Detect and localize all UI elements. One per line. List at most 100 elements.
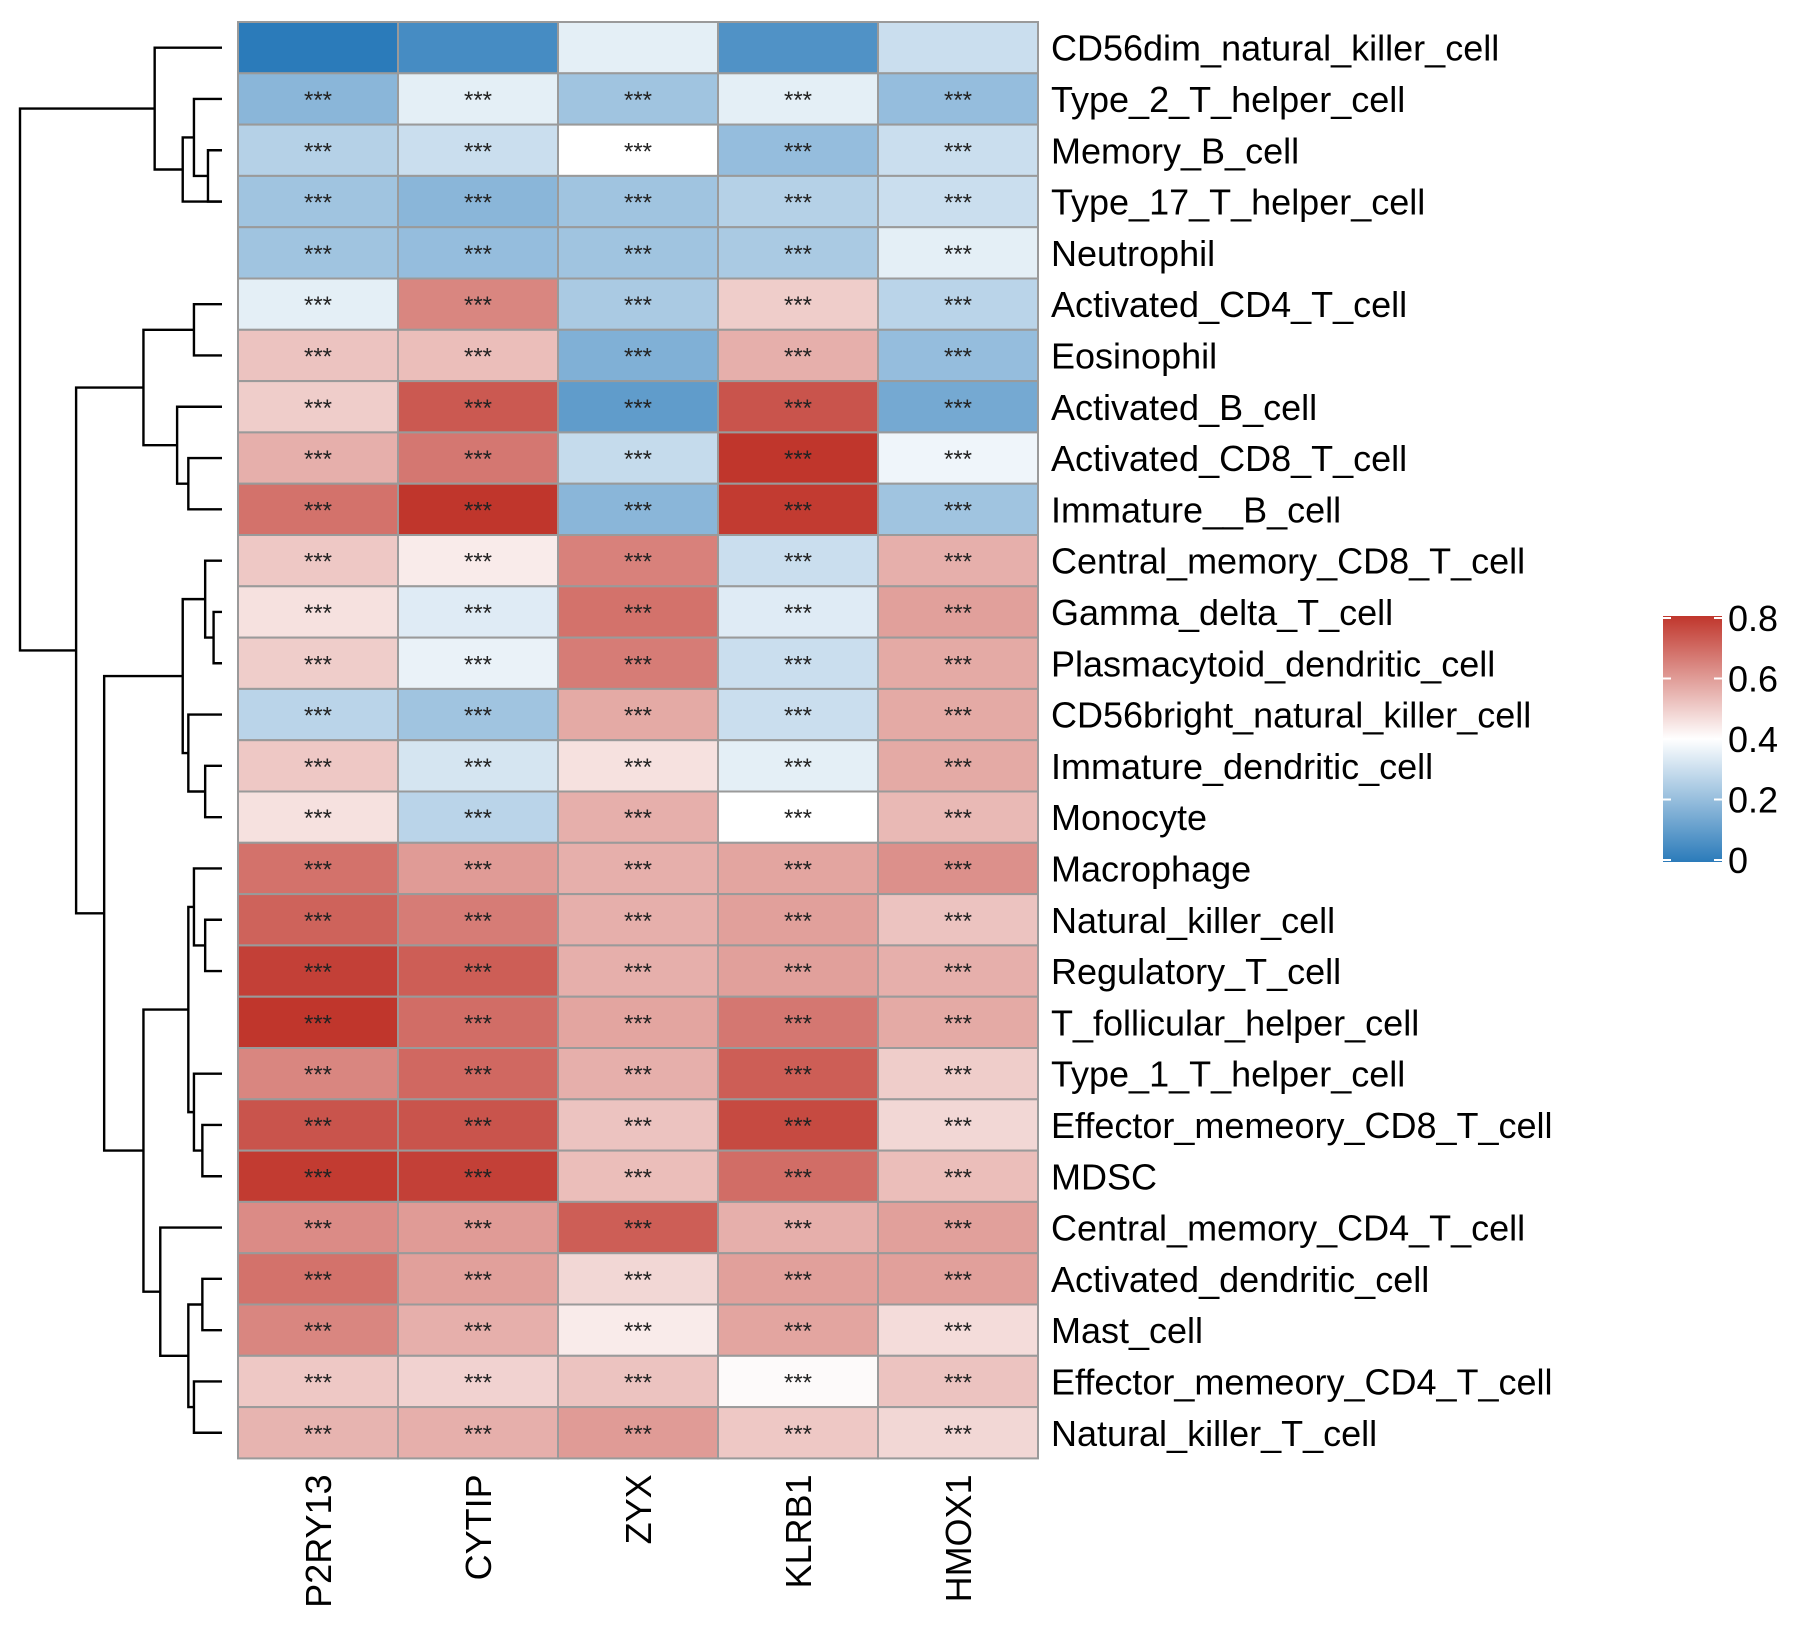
heatmap-cell [397, 1149, 559, 1203]
significance-label: *** [784, 959, 812, 986]
heatmap-cell [557, 431, 719, 485]
heatmap-cell [557, 1200, 719, 1255]
significance-label: *** [304, 497, 332, 524]
dendrogram-branch [181, 136, 222, 203]
row-label: Regulatory_T_cell [1051, 951, 1341, 992]
heatmap-cell [237, 431, 399, 485]
row-label: Plasmacytoid_dendritic_cell [1051, 643, 1495, 684]
significance-label: *** [464, 1062, 492, 1089]
significance-label: *** [784, 1062, 812, 1089]
heatmap-cell [877, 380, 1039, 434]
heatmap-cell [237, 1047, 399, 1101]
heatmap-cell [397, 21, 559, 75]
heatmap-cell [557, 21, 719, 75]
heatmap-cell [237, 380, 399, 434]
significance-label: *** [464, 343, 492, 370]
heatmap-cell [877, 328, 1039, 383]
row-label: Gamma_delta_T_cell [1051, 592, 1393, 633]
heatmap-cell [557, 687, 719, 742]
heatmap-cell [557, 226, 719, 280]
significance-label: *** [624, 138, 652, 165]
significance-label: *** [464, 1113, 492, 1140]
significance-label: *** [784, 549, 812, 576]
heatmap-cell [557, 1406, 719, 1460]
significance-label: *** [464, 292, 492, 319]
significance-label: *** [784, 600, 812, 627]
dendrogram-branch [201, 1123, 222, 1178]
significance-label: *** [464, 1164, 492, 1191]
significance-label: *** [304, 1318, 332, 1345]
legend-tick-label: 0.2 [1728, 780, 1778, 821]
color-legend: 0 0.2 0.4 0.6 0.8 [1663, 598, 1778, 881]
column-labels: P2RY13 CYTIP ZYX KLRB1 HMOX1 [298, 1474, 979, 1607]
row-label: Type_2_T_helper_cell [1051, 79, 1405, 120]
dendrogram-branch [142, 328, 194, 447]
row-label: Activated_B_cell [1051, 387, 1317, 428]
significance-label: *** [784, 138, 812, 165]
dendrogram-branch [175, 405, 222, 485]
heatmap-cell [237, 328, 399, 383]
row-label: Eosinophil [1051, 335, 1217, 376]
heatmap-cell [717, 21, 879, 75]
row-label: MDSC [1051, 1156, 1157, 1197]
significance-label: *** [784, 1421, 812, 1448]
heatmap-cell [557, 739, 719, 793]
significance-label: *** [304, 1113, 332, 1140]
heatmap-cell [397, 1047, 559, 1101]
heatmap-cell [397, 1354, 559, 1409]
significance-label: *** [624, 651, 652, 678]
significance-label: *** [304, 1421, 332, 1448]
significance-label: *** [624, 446, 652, 473]
heatmap-cell [557, 277, 719, 331]
significance-label: *** [944, 1267, 972, 1294]
legend-tick-label: 0 [1728, 840, 1748, 881]
significance-label: *** [624, 87, 652, 114]
significance-label: *** [304, 87, 332, 114]
row-label: Mast_cell [1051, 1310, 1203, 1351]
significance-label: *** [784, 1113, 812, 1140]
significance-label: *** [624, 1318, 652, 1345]
heatmap-cell [717, 893, 879, 947]
row-label: Immature_dendritic_cell [1051, 746, 1433, 787]
significance-label: *** [304, 1010, 332, 1037]
dendrogram-branch [187, 1303, 203, 1409]
significance-label: *** [464, 754, 492, 781]
dendrogram-branch [203, 764, 222, 819]
heatmap-cell [397, 226, 559, 280]
significance-label: *** [784, 1267, 812, 1294]
significance-label: *** [464, 1216, 492, 1243]
significance-label: *** [944, 908, 972, 935]
significance-label: *** [624, 343, 652, 370]
heatmap-cell [237, 482, 399, 537]
heatmap-cell [397, 328, 559, 383]
heatmap-cell [397, 534, 559, 588]
heatmap-cell [557, 1252, 719, 1306]
heatmap-cell [237, 1406, 399, 1460]
dendrogram-branch [203, 918, 222, 973]
row-label: Neutrophil [1051, 233, 1215, 274]
significance-label: *** [304, 908, 332, 935]
heatmap-cell [237, 1303, 399, 1357]
significance-label: *** [624, 959, 652, 986]
dendrogram-branch [102, 674, 183, 1152]
dendrogram-branch [153, 46, 222, 171]
significance-label: *** [304, 1164, 332, 1191]
heatmap-cell [557, 482, 719, 537]
significance-label: *** [944, 138, 972, 165]
significance-label: *** [304, 292, 332, 319]
heatmap-cell [717, 1406, 879, 1460]
heatmap-cell [557, 123, 719, 177]
significance-label: *** [624, 600, 652, 627]
significance-label: *** [464, 138, 492, 165]
row-label: Natural_killer_cell [1051, 900, 1335, 941]
significance-label: *** [624, 1369, 652, 1396]
significance-label: *** [464, 959, 492, 986]
significance-label: *** [464, 446, 492, 473]
significance-label: *** [944, 1216, 972, 1243]
heatmap-cell [397, 687, 559, 742]
heatmap-cell [557, 636, 719, 690]
heatmap-cell [557, 174, 719, 229]
dendrogram-branch [181, 597, 206, 755]
row-label: Type_1_T_helper_cell [1051, 1054, 1405, 1095]
